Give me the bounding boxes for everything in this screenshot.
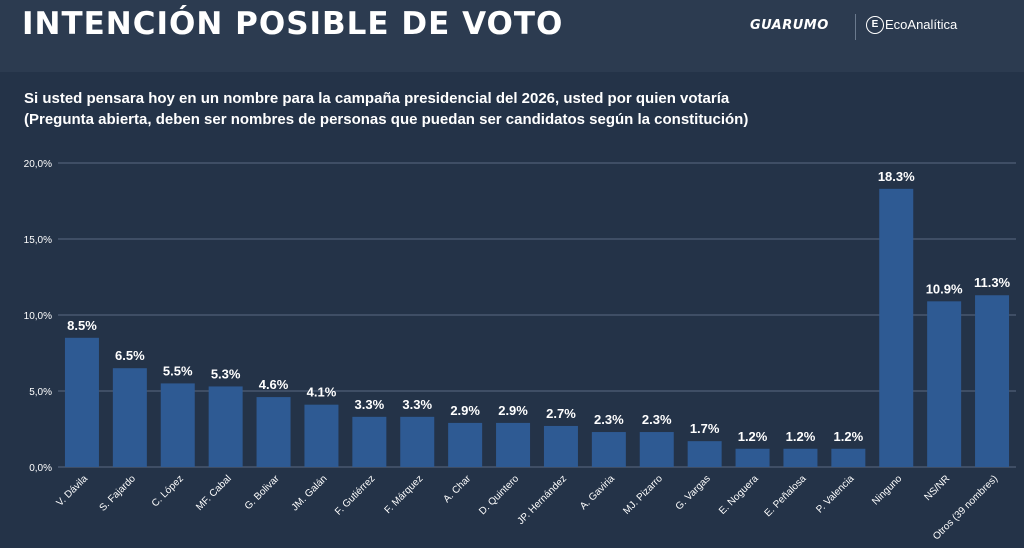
bar: [975, 295, 1010, 467]
x-tick-label: S. Fajardo: [98, 473, 139, 514]
bar: [256, 397, 291, 467]
y-tick-label: 10,0%: [24, 311, 52, 322]
data-label: 2.7%: [546, 406, 576, 421]
x-tick-label: JM. Galán: [290, 473, 330, 513]
brand-divider: [855, 14, 856, 40]
data-label: 10.9%: [926, 281, 963, 296]
data-label: 4.1%: [307, 385, 337, 400]
bar: [496, 422, 531, 467]
guarumo-logo: GUARUMO: [750, 18, 829, 33]
data-label: 5.5%: [163, 363, 193, 378]
x-tick-label: F. Márquez: [383, 473, 426, 516]
bar: [64, 337, 99, 467]
data-label: 1.2%: [834, 429, 864, 444]
bar: [831, 448, 866, 467]
x-tick-label: D. Quintero: [477, 473, 521, 517]
y-tick-label: 20,0%: [24, 159, 52, 170]
x-tick-label: NS/NR: [922, 473, 952, 503]
bar: [352, 416, 387, 467]
bar: [591, 432, 626, 467]
bar: [160, 383, 195, 467]
data-label: 2.3%: [642, 412, 672, 427]
x-tick-label: G. Bolivar: [243, 473, 282, 512]
bar: [639, 432, 674, 467]
data-label: 2.3%: [594, 412, 624, 427]
data-label: 3.3%: [402, 397, 432, 412]
x-tick-label: A. Char: [442, 473, 474, 505]
x-tick-label: E. Peñalosa: [763, 473, 809, 519]
data-label: 3.3%: [355, 397, 385, 412]
bar: [687, 441, 722, 467]
data-label: 11.3%: [974, 275, 1011, 290]
bar: [208, 386, 243, 467]
x-tick-label: G. Vargas: [674, 473, 713, 512]
bar: [304, 404, 339, 467]
subtitle-question: Si usted pensara hoy en un nombre para l…: [24, 90, 730, 107]
data-label: 18.3%: [878, 169, 915, 184]
bar: [112, 368, 147, 467]
ecoanalitica-logo-icon: E: [866, 16, 884, 34]
x-tick-label: JP. Hernández: [515, 473, 569, 527]
ecoanalitica-logo: EcoAnalítica: [885, 17, 958, 32]
x-tick-label: A. Gaviria: [578, 473, 617, 512]
data-label: 1.2%: [738, 429, 768, 444]
bar: [783, 448, 818, 467]
chart-panel: [0, 72, 1024, 548]
bar: [735, 448, 770, 467]
y-tick-label: 5,0%: [29, 387, 52, 398]
data-label: 2.9%: [498, 403, 528, 418]
data-label: 4.6%: [259, 377, 289, 392]
data-label: 2.9%: [450, 403, 480, 418]
bar: [448, 422, 483, 467]
bar: [927, 301, 962, 467]
data-label: 1.2%: [786, 429, 816, 444]
subtitle-note: (Pregunta abierta, deben ser nombres de …: [24, 111, 749, 128]
y-tick-label: 15,0%: [24, 235, 52, 246]
bar: [400, 416, 435, 467]
header-bar: INTENCIÓN POSIBLE DE VOTO GUARUMO E EcoA…: [0, 0, 1024, 72]
x-tick-label: MF. Cabal: [194, 473, 234, 513]
x-tick-label: P. Valencia: [814, 473, 856, 515]
page-title: INTENCIÓN POSIBLE DE VOTO: [22, 6, 564, 42]
bar: [879, 188, 914, 467]
chart-subtitle: Si usted pensara hoy en un nombre para l…: [24, 88, 748, 130]
x-tick-label: C. López: [150, 473, 186, 509]
y-tick-label: 0,0%: [29, 463, 52, 474]
data-label: 5.3%: [211, 366, 241, 381]
data-label: 1.7%: [690, 421, 720, 436]
data-label: 6.5%: [115, 348, 145, 363]
data-label: 8.5%: [67, 318, 97, 333]
x-tick-label: F. Gutiérrez: [333, 473, 377, 517]
x-tick-label: Ninguno: [870, 473, 904, 507]
x-tick-label: MJ. Pizarro: [621, 473, 665, 517]
bar: [543, 425, 578, 467]
x-tick-label: E. Noguera: [717, 473, 761, 517]
x-tick-label: V. Dávila: [55, 473, 91, 509]
